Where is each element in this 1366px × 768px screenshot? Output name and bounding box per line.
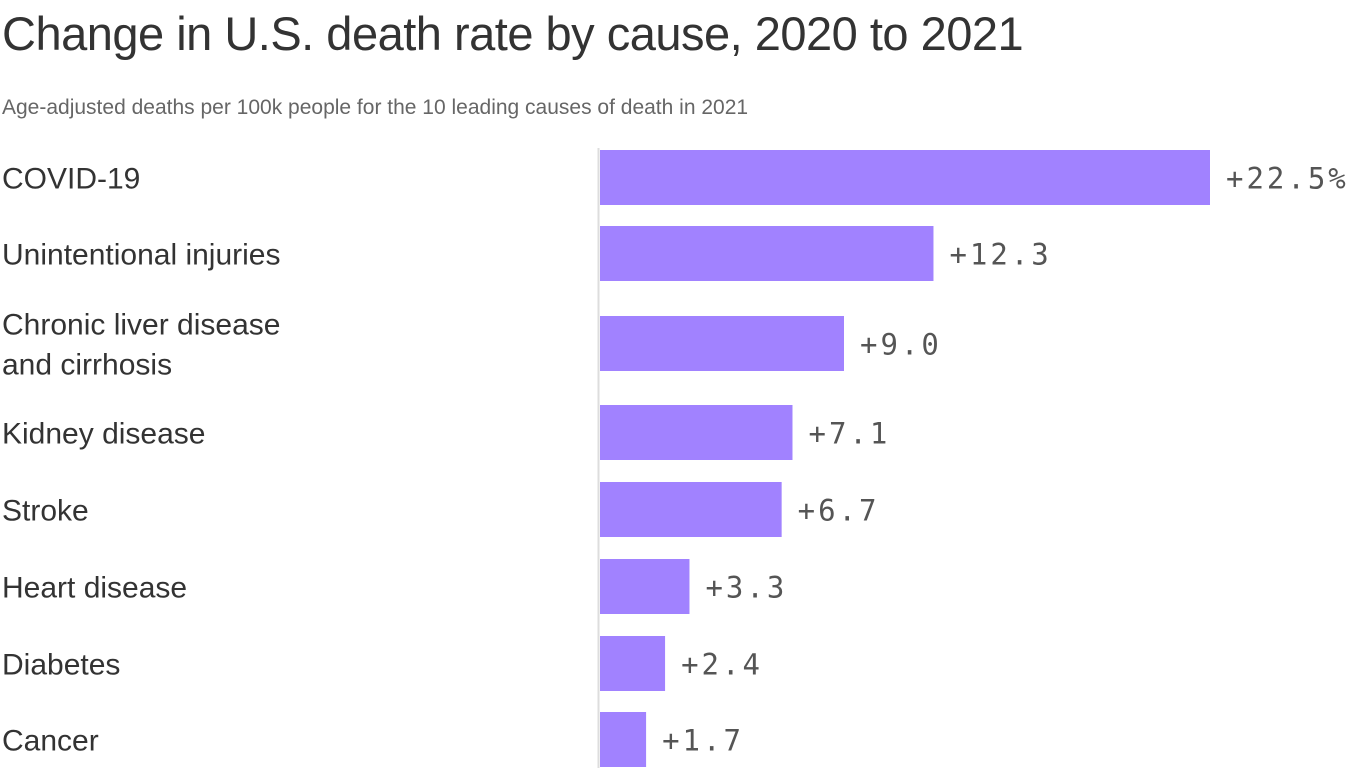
category-label: COVID-19 [2,163,140,196]
data-label: +7.1 [808,417,890,451]
category-label: and cirrhosis [2,349,172,382]
bar [600,226,934,281]
data-label: +9.0 [860,328,942,362]
category-label: Diabetes [2,649,120,682]
bar [600,405,793,460]
data-label: +1.7 [662,724,744,758]
category-label: Kidney disease [2,418,205,451]
data-label: +12.3 [949,238,1051,272]
bar [600,636,666,691]
chart-title: Change in U.S. death rate by cause, 2020… [2,7,1024,60]
category-label: Unintentional injuries [2,239,281,272]
bar [600,150,1210,205]
chart-subtitle: Age-adjusted deaths per 100k people for … [2,96,749,119]
data-label: +22.5% [1226,162,1349,196]
category-label: Cancer [2,725,99,758]
category-label: Stroke [2,495,89,528]
bar [600,316,844,371]
bar [600,712,647,767]
category-label: Chronic liver disease [2,309,280,342]
bar [600,559,690,614]
data-label: +3.3 [705,571,787,605]
data-label: +6.7 [798,494,880,528]
category-label: Heart disease [2,572,187,605]
data-label: +2.4 [681,648,763,682]
bar [600,482,782,537]
